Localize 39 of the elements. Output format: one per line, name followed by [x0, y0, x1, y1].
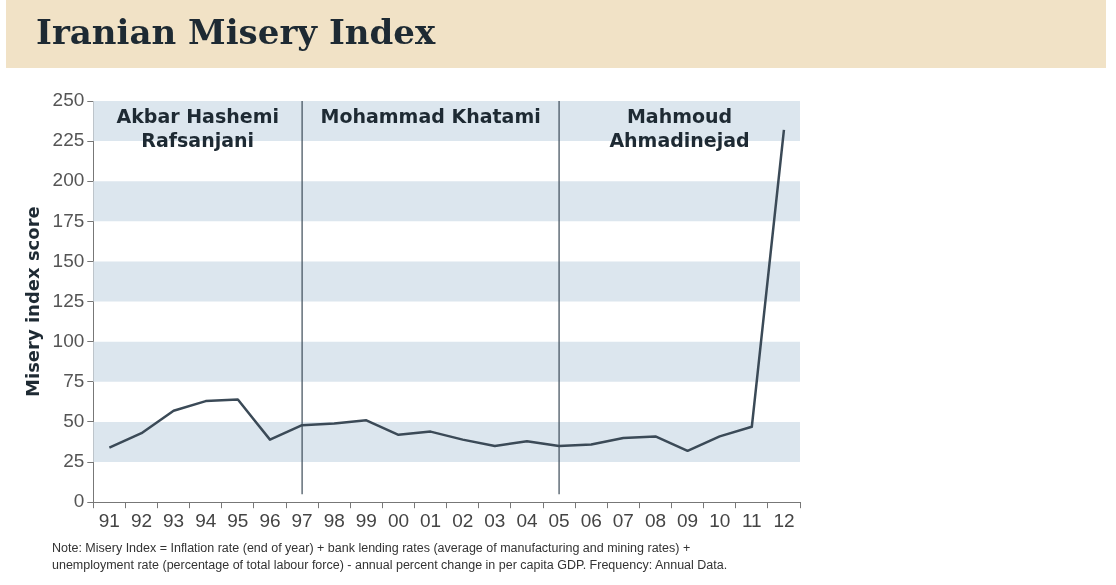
y-tick-label: 200: [52, 169, 85, 191]
ref-line-label: Mahmoud Ahmadinejad: [609, 105, 750, 152]
x-tick-label: 99: [355, 509, 377, 531]
x-tick-label: 09: [677, 509, 699, 531]
x-tick-label: 11: [741, 509, 762, 531]
x-tick-label: 95: [227, 509, 249, 531]
chart-title: Iranian Misery Index: [36, 12, 436, 52]
y-tick-label: 100: [52, 329, 85, 351]
x-tick-label: 01: [420, 509, 442, 531]
y-tick-label: 50: [63, 410, 85, 432]
x-tick-label: 10: [709, 509, 731, 531]
y-tick-label: 150: [52, 249, 85, 271]
y-axis-title: Misery index score: [22, 206, 44, 397]
x-tick-label: 05: [548, 509, 570, 531]
x-tick-label: 02: [452, 509, 474, 531]
y-tick-label: 250: [52, 89, 85, 111]
x-tick-label: 08: [644, 509, 667, 531]
x-tick-label: 04: [516, 509, 538, 531]
x-tick-label: 07: [612, 509, 634, 531]
x-tick-label: 94: [195, 509, 217, 531]
ref-line-label: Mohammad Khatami: [320, 105, 541, 128]
x-tick-label: 91: [98, 509, 120, 531]
x-tick-label: 03: [484, 509, 506, 531]
x-tick-label: 00: [387, 509, 410, 531]
x-tick-label: 12: [773, 509, 795, 531]
x-tick-label: 92: [130, 509, 153, 531]
y-tick-label: 175: [52, 209, 85, 231]
x-tick-label: 06: [580, 509, 602, 531]
y-tick-label: 225: [52, 129, 85, 151]
y-tick-label: 0: [73, 490, 85, 512]
x-tick-label: 97: [291, 509, 313, 531]
y-tick-label: 125: [52, 289, 85, 311]
annotation: Akbar Hashemi Rafsanjani: [116, 105, 279, 152]
y-tick-label: 75: [63, 370, 85, 392]
x-tick-label: 98: [323, 509, 345, 531]
text: Note: Misery Index = Inflation rate (end of year) + bank lending rates (average of manufacturing and mining rates) + unemployment rate (percentage of total labour force) - annual percent change in per capita GDP. Frequency: Annual Data.: [52, 540, 728, 574]
x-tick-label: 96: [259, 509, 281, 531]
x-tick-label: 93: [163, 509, 185, 531]
y-tick-label: 25: [63, 450, 85, 472]
